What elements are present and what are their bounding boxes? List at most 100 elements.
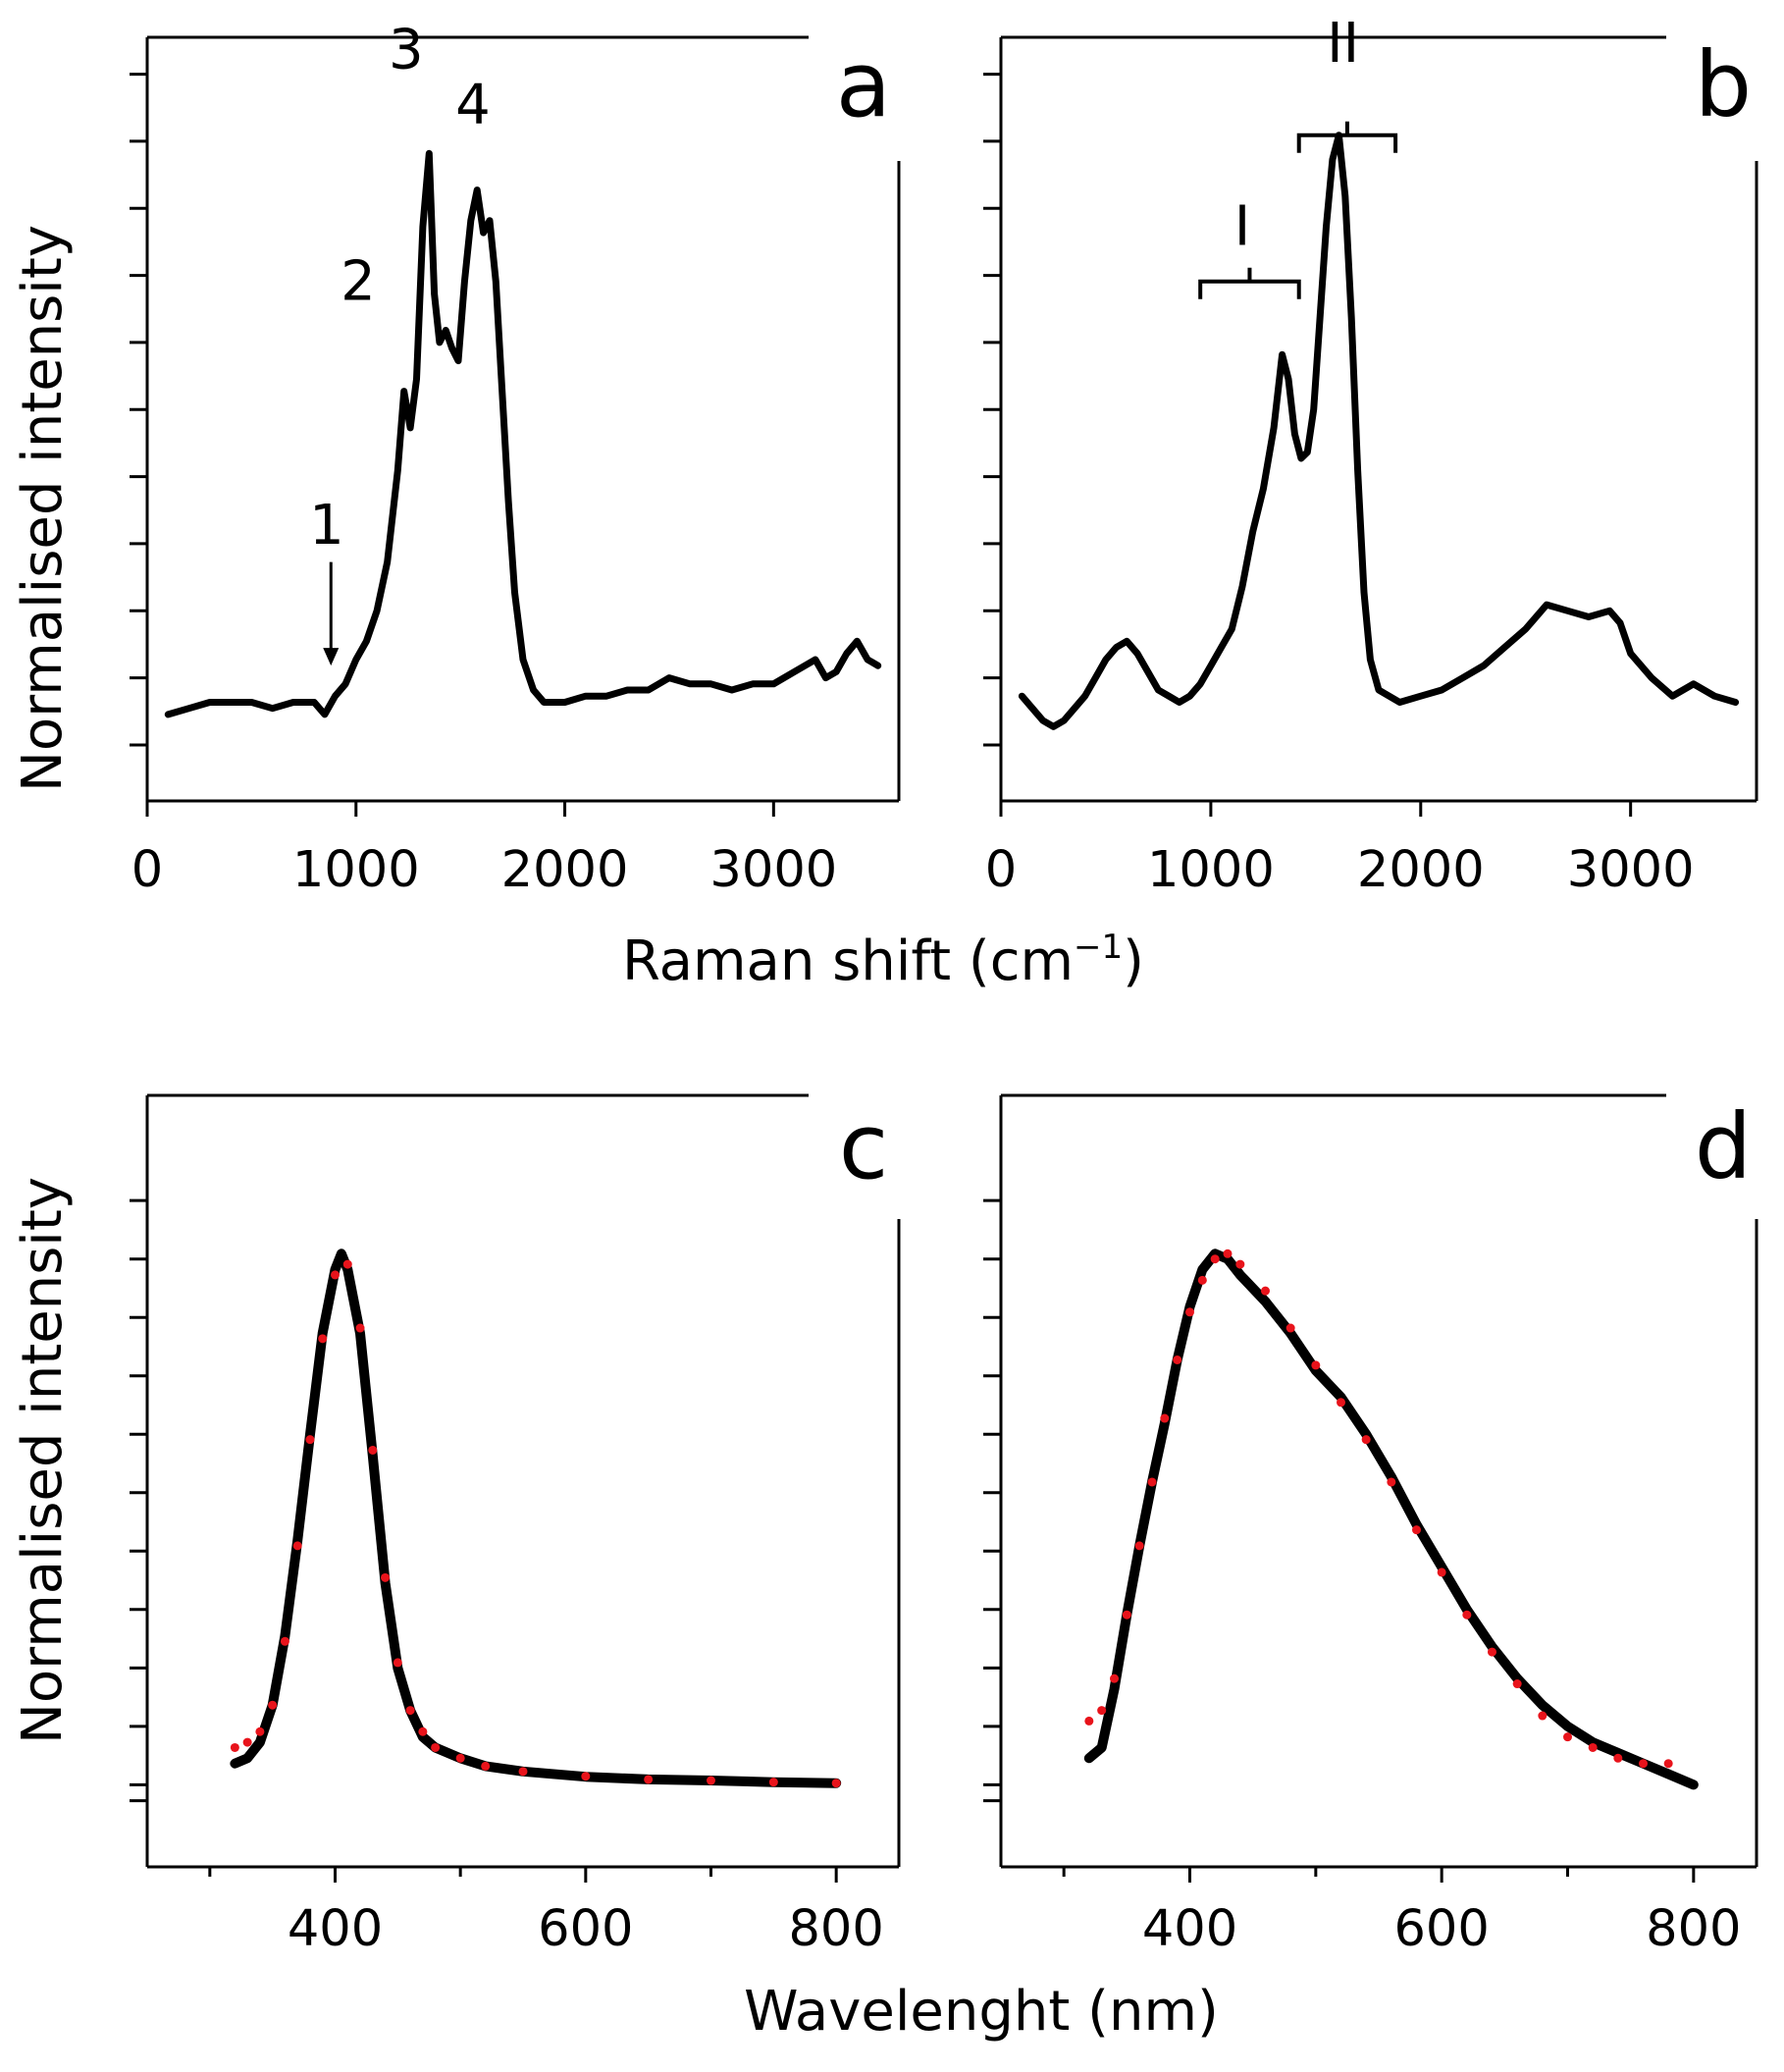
fit-point: [644, 1775, 654, 1784]
axes-frame: [145, 1093, 901, 1869]
x-tick-label: 2000: [1357, 841, 1485, 899]
peak-label: II: [1327, 12, 1359, 76]
x-tick-label: 0: [985, 841, 1017, 899]
fit-point: [318, 1334, 328, 1344]
spectrum-line: [164, 149, 882, 718]
fit-point: [242, 1737, 252, 1747]
axes-frame: [999, 1093, 1758, 1869]
x-tick-label: 400: [288, 1900, 383, 1958]
x-tick-label: 600: [538, 1900, 633, 1958]
fit-point: [1160, 1413, 1170, 1423]
peak-bracket: [1198, 267, 1301, 299]
x-tick-label: 400: [1142, 1900, 1237, 1958]
fit-point: [1512, 1679, 1522, 1689]
x-tick-label: 800: [788, 1900, 883, 1958]
panel-c: 400 600 800 c: [130, 1093, 901, 1958]
panel-letter: d: [1695, 1094, 1752, 1199]
fit-point: [1110, 1674, 1119, 1683]
x-ticks: 400 600 800: [1062, 1867, 1742, 1958]
x-tick-label: 1000: [1147, 841, 1275, 899]
peak-arrow-head: [323, 648, 340, 666]
fit-point: [1286, 1323, 1295, 1333]
fit-point: [255, 1727, 265, 1736]
x-ticks: 0 1000 2000 3000: [131, 801, 837, 899]
fit-point: [1639, 1759, 1648, 1769]
fit-series: [230, 1259, 841, 1788]
fit-point: [393, 1658, 402, 1668]
y-ticks: [130, 73, 147, 747]
fit-point: [1261, 1286, 1270, 1296]
peak-label: I: [1234, 195, 1251, 259]
panel-a: 0 1000 2000 3000 1 2 34 a: [130, 18, 901, 899]
x-tick-label: 3000: [1567, 841, 1695, 899]
panel-letter: b: [1695, 32, 1752, 137]
x-ticks: 400 600 800: [208, 1867, 884, 1958]
raman-x-axis-title: Raman shift (cm−1): [622, 928, 1144, 993]
fit-point: [768, 1778, 778, 1787]
fit-point: [1122, 1610, 1131, 1620]
fit-point: [1462, 1610, 1472, 1620]
fit-point: [1412, 1525, 1421, 1535]
peak-label: 1: [309, 494, 344, 558]
fit-point: [1588, 1742, 1598, 1752]
fit-point: [1173, 1355, 1182, 1364]
fit-point: [1147, 1477, 1157, 1487]
fit-point: [368, 1445, 378, 1455]
fit-point: [305, 1435, 315, 1445]
fit-series: [1084, 1249, 1673, 1769]
fit-point: [1097, 1706, 1107, 1716]
fit-point: [1663, 1759, 1673, 1769]
pl-x-axis-title: Wavelenght (nm): [744, 1980, 1219, 2044]
fit-point: [518, 1767, 528, 1777]
y-ticks: [130, 1198, 147, 1803]
panel-letter: c: [839, 1094, 889, 1199]
fit-point: [1488, 1647, 1496, 1657]
fit-point: [1613, 1753, 1623, 1763]
fit-point: [381, 1572, 391, 1582]
fit-point: [418, 1727, 428, 1736]
x-tick-label: 3000: [709, 841, 837, 899]
fit-point: [831, 1779, 841, 1788]
fit-point: [342, 1259, 352, 1269]
fit-point: [405, 1706, 415, 1716]
x-tick-label: 800: [1646, 1900, 1741, 1958]
fit-point: [230, 1742, 239, 1752]
x-tick-label: 2000: [501, 841, 629, 899]
fit-point: [1185, 1307, 1194, 1317]
fit-point: [1134, 1541, 1144, 1551]
x-tick-label: 1000: [292, 841, 420, 899]
panel-letter: a: [836, 32, 891, 137]
fit-point: [1210, 1254, 1220, 1264]
peak-label: 2: [341, 249, 376, 313]
bottom-y-axis-title: Normalised intensity: [11, 1177, 75, 1744]
peak-label: 3: [389, 18, 424, 81]
fit-point: [481, 1761, 491, 1771]
top-y-axis-title: Normalised intensity: [11, 225, 75, 792]
fit-point: [1337, 1398, 1345, 1408]
fit-point: [1361, 1435, 1371, 1445]
fit-point: [1235, 1259, 1245, 1269]
fit-point: [280, 1636, 289, 1646]
fit-point: [1538, 1711, 1548, 1721]
spectrum-line: [230, 1249, 842, 1788]
fit-point: [707, 1776, 715, 1785]
y-ticks: [983, 73, 1001, 747]
fit-point: [355, 1323, 365, 1333]
peak-label: 4: [455, 73, 491, 136]
spectrum-line: [1018, 132, 1740, 730]
fit-point: [431, 1742, 441, 1752]
fit-point: [292, 1541, 302, 1551]
fit-point: [1311, 1360, 1321, 1370]
fit-point: [455, 1753, 465, 1763]
panel-d: 400 600 800 d: [983, 1093, 1758, 1958]
x-tick-label: 600: [1393, 1900, 1489, 1958]
fit-point: [1437, 1567, 1446, 1577]
y-ticks: [983, 1198, 1001, 1803]
fit-point: [1387, 1477, 1396, 1487]
fit-point: [331, 1270, 340, 1280]
fit-point: [1563, 1732, 1572, 1742]
x-tick-label: 0: [131, 841, 163, 899]
axes-frame: [145, 35, 901, 803]
